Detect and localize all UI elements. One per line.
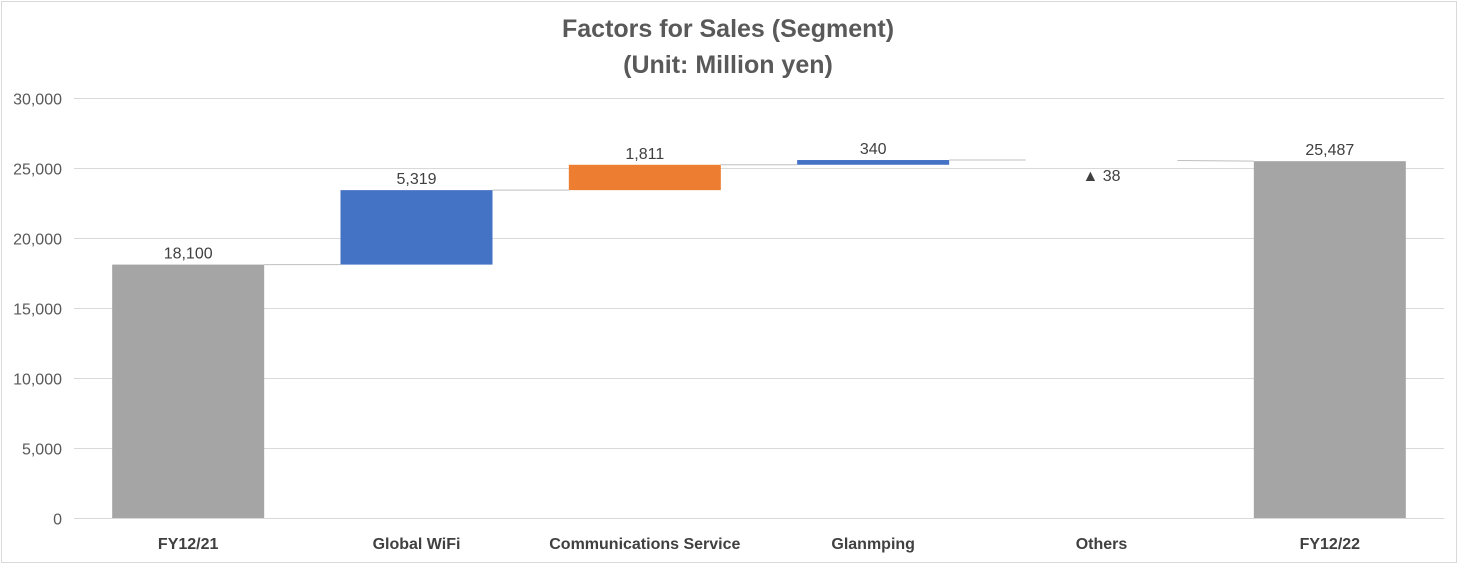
chart-subtitle: (Unit: Million yen) xyxy=(623,51,833,79)
chart-title: Factors for Sales (Segment) xyxy=(562,15,894,43)
data-label: ▲ 38 xyxy=(1082,168,1120,185)
x-tick-label: Others xyxy=(1076,536,1128,553)
x-tick-label: Global WiFi xyxy=(373,536,461,553)
y-tick-label: 25,000 xyxy=(13,162,62,179)
bars xyxy=(112,160,1406,518)
y-tick-label: 15,000 xyxy=(13,302,62,319)
bar-global-wifi xyxy=(340,190,493,265)
x-axis: FY12/21 Global WiFi Communications Service… xyxy=(74,518,1444,553)
data-label: 25,487 xyxy=(1305,142,1354,159)
y-tick-label: 0 xyxy=(53,512,62,529)
y-tick-label: 5,000 xyxy=(22,442,62,459)
x-tick-label: Communications Service xyxy=(549,536,740,553)
data-label: 18,100 xyxy=(164,246,213,263)
bar-fy12-22 xyxy=(1253,161,1406,518)
connector-lines xyxy=(264,159,1254,266)
x-tick-label: Glanmping xyxy=(831,536,915,553)
y-axis: 0 5,000 10,000 15,000 20,000 25,000 30,000 xyxy=(13,92,62,529)
data-label: 5,319 xyxy=(396,171,436,188)
bar-communications-service xyxy=(568,164,721,191)
y-tick-label: 30,000 xyxy=(13,92,62,109)
bar-glanmping xyxy=(797,160,950,165)
x-tick-label: FY12/21 xyxy=(158,536,219,553)
bar-fy12-21 xyxy=(112,264,265,518)
data-labels: 18,100 5,319 1,811 340 ▲ 38 25,487 xyxy=(164,141,1355,263)
data-label: 340 xyxy=(860,141,887,158)
y-tick-label: 10,000 xyxy=(13,372,62,389)
data-label: 1,811 xyxy=(625,146,664,163)
y-tick-label: 20,000 xyxy=(13,232,62,249)
connector-line xyxy=(1177,160,1254,162)
x-tick-label: FY12/22 xyxy=(1300,536,1361,553)
